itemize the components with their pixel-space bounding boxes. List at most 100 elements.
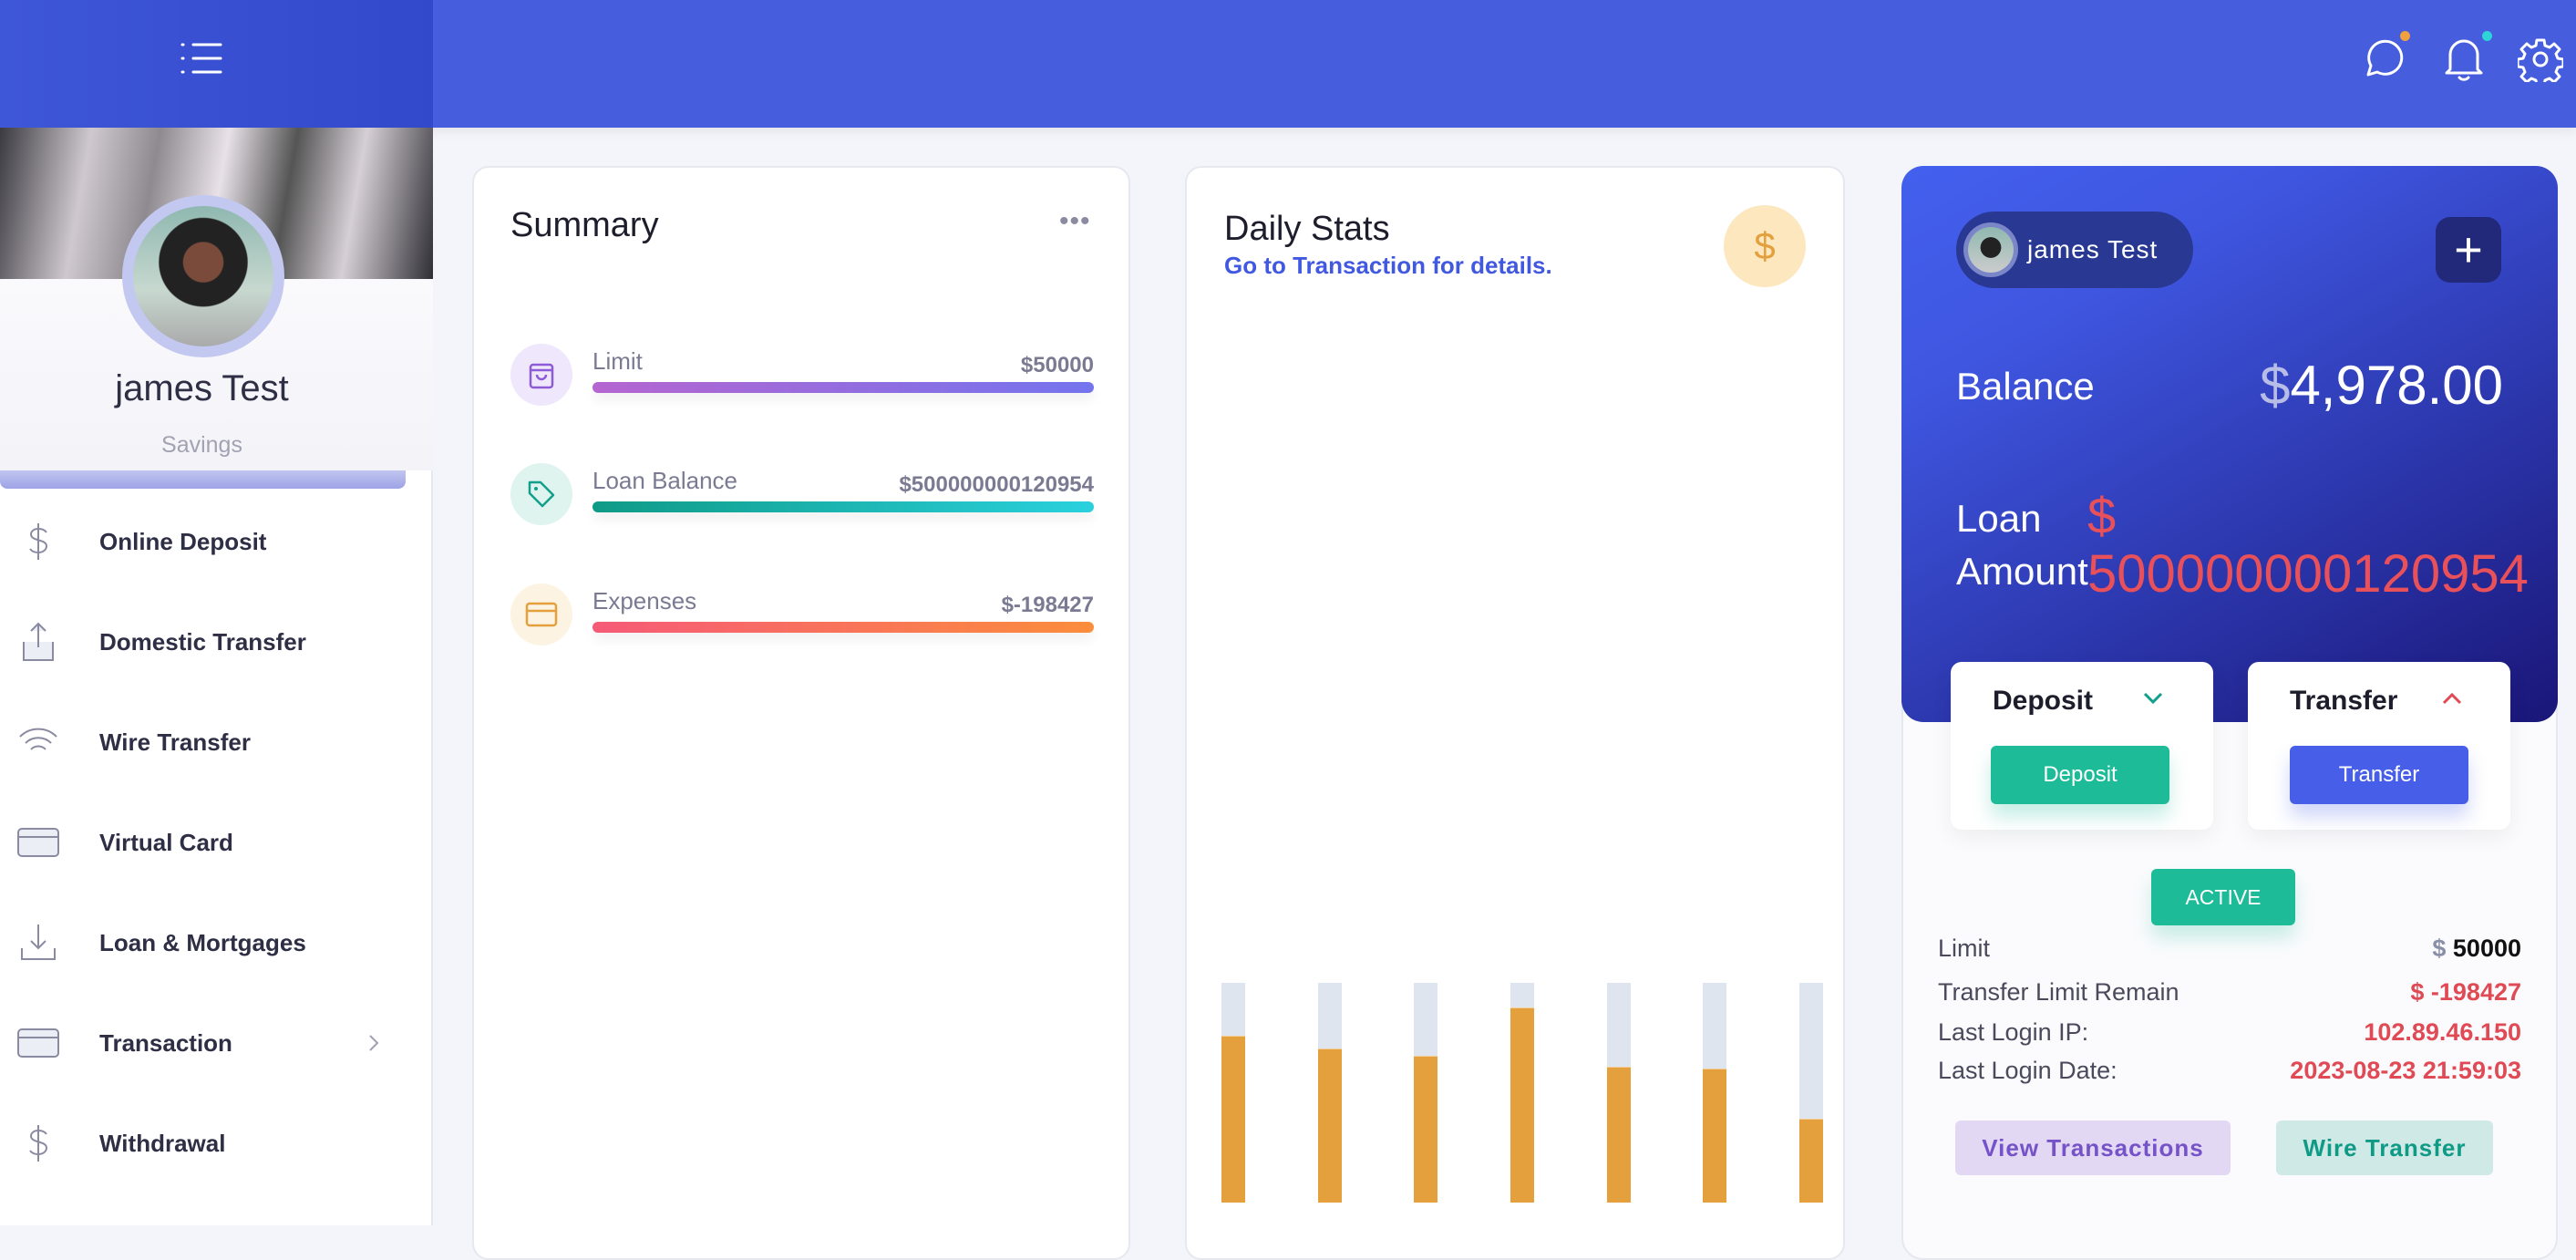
profile-accent-bar [0,470,406,489]
bar-track [1510,983,1534,1203]
sidebar-item-label: Virtual Card [99,828,233,856]
sidebar-item-domestic-transfer[interactable]: Domestic Transfer [0,605,433,678]
card-icon [17,1028,59,1058]
sidebar-item-label: Online Deposit [99,527,267,555]
dollar-icon [29,1125,48,1162]
daily-stats-title: Daily Stats [1224,210,1390,248]
info-label: Last Login IP: [1938,1018,2089,1046]
sidebar-item-virtual-card[interactable]: Virtual Card [0,806,433,879]
summary-item-label: Expenses [592,587,697,615]
summary-item-expenses: Expenses $-198427 [510,584,1094,656]
info-value: 50000 [2452,935,2521,962]
loan-amount: 500000000120954 [2087,544,2529,604]
info-value: 2023-08-23 21:59:03 [2290,1057,2521,1084]
user-pill[interactable]: james Test [1956,212,2193,288]
sidebar-item-withdrawal[interactable]: Withdrawal [0,1107,433,1180]
chevron-down-icon[interactable] [2142,691,2164,706]
info-label: Transfer Limit Remain [1938,978,2179,1006]
sidebar-item-transaction[interactable]: Transaction [0,1007,433,1079]
transaction-details-link[interactable]: Go to Transaction for details. [1224,252,1552,279]
gear-icon[interactable] [2518,36,2563,82]
download-icon [21,924,56,960]
summary-item-loan-balance: Loan Balance $500000000120954 [510,463,1094,536]
wire-transfer-button[interactable]: Wire Transfer [2276,1121,2493,1175]
balance-value: 4,978.00 [2290,355,2503,416]
info-row-limit: Limit $ 50000 [1938,935,2521,963]
bar [1414,1055,1438,1203]
bar [1606,1066,1631,1203]
balance-amount: $4,978.00 [2260,354,2503,417]
currency-symbol: $ [2432,935,2447,962]
bag-icon [510,344,572,406]
chevron-up-icon[interactable] [2441,691,2463,706]
info-label: Limit [1938,935,1991,962]
summary-item-label: Loan Balance [592,467,738,494]
summary-item-label: Limit [592,347,643,375]
info-value: $ -198427 [2410,978,2521,1006]
bar [1703,1069,1727,1203]
bar-track [1414,983,1438,1203]
sidebar-item-online-deposit[interactable]: Online Deposit [0,505,433,578]
sidebar-header [0,0,433,128]
dollar-icon: $ [1724,205,1806,287]
summary-item-value: $50000 [1020,353,1094,377]
dollar-icon [29,523,48,560]
amount-label: Amount [1956,550,2088,593]
chat-icon[interactable] [2363,36,2405,78]
transfer-button[interactable]: Transfer [2290,746,2468,804]
card-icon [17,828,59,857]
info-value: 102.89.46.150 [2364,1018,2521,1046]
upload-icon [23,622,54,661]
bar [1799,1119,1823,1203]
more-options-icon[interactable]: ••• [1059,206,1091,236]
transfer-box: Transfer Transfer [2248,662,2510,830]
bar-track [1221,983,1245,1203]
summary-item-value: $-198427 [1001,593,1094,617]
bar-track [1703,983,1727,1203]
sidebar-item-loan-mortgages[interactable]: Loan & Mortgages [0,906,433,979]
bar [1510,1007,1534,1203]
summary-title: Summary [510,206,659,244]
bar [1317,1048,1342,1203]
summary-item-value: $500000000120954 [899,472,1094,497]
user-name: james Test [2027,235,2159,263]
sidebar-item-label: Transaction [99,1028,232,1057]
loan-currency: $ [2087,487,2117,544]
add-button[interactable]: + [2436,217,2501,283]
menu-icon[interactable] [179,40,224,77]
currency-symbol: $ [2260,355,2291,416]
info-row-last-login-date: Last Login Date: 2023-08-23 21:59:03 [1938,1057,2521,1085]
bar-track [1799,983,1823,1203]
plus-icon: + [2454,222,2483,277]
chevron-right-icon [369,1035,379,1051]
avatar[interactable] [122,195,284,357]
info-row-last-login-ip: Last Login IP: 102.89.46.150 [1938,1018,2521,1047]
tag-icon [510,463,572,525]
deposit-box: Deposit Deposit [1951,662,2213,830]
profile-name: james Test [115,368,289,408]
view-transactions-button[interactable]: View Transactions [1955,1121,2231,1175]
wifi-icon [19,728,57,750]
summary-item-limit: Limit $50000 [510,344,1094,417]
bar [1221,1035,1245,1203]
info-row-transfer-limit: Transfer Limit Remain $ -198427 [1938,978,2521,1007]
avatar [1963,222,2018,277]
card-icon [510,584,572,645]
limit-progress-bar [592,382,1094,393]
sidebar-item-wire-transfer[interactable]: Wire Transfer [0,706,433,779]
bar-track [1606,983,1631,1203]
sidebar-item-label: Withdrawal [99,1129,226,1157]
deposit-button[interactable]: Deposit [1991,746,2169,804]
loan-balance-progress-bar [592,501,1094,512]
summary-card [472,166,1130,1260]
sidebar-item-label: Wire Transfer [99,728,251,756]
account-type: Savings [161,432,242,458]
chat-notification-dot [2400,31,2410,41]
balance-label: Balance [1956,365,2095,408]
deposit-title: Deposit [1993,686,2094,716]
sidebar-item-label: Domestic Transfer [99,627,306,656]
bar-track [1317,983,1342,1203]
daily-stats-chart [1221,983,1823,1203]
bell-icon[interactable] [2443,35,2485,82]
bell-notification-dot [2482,31,2492,41]
